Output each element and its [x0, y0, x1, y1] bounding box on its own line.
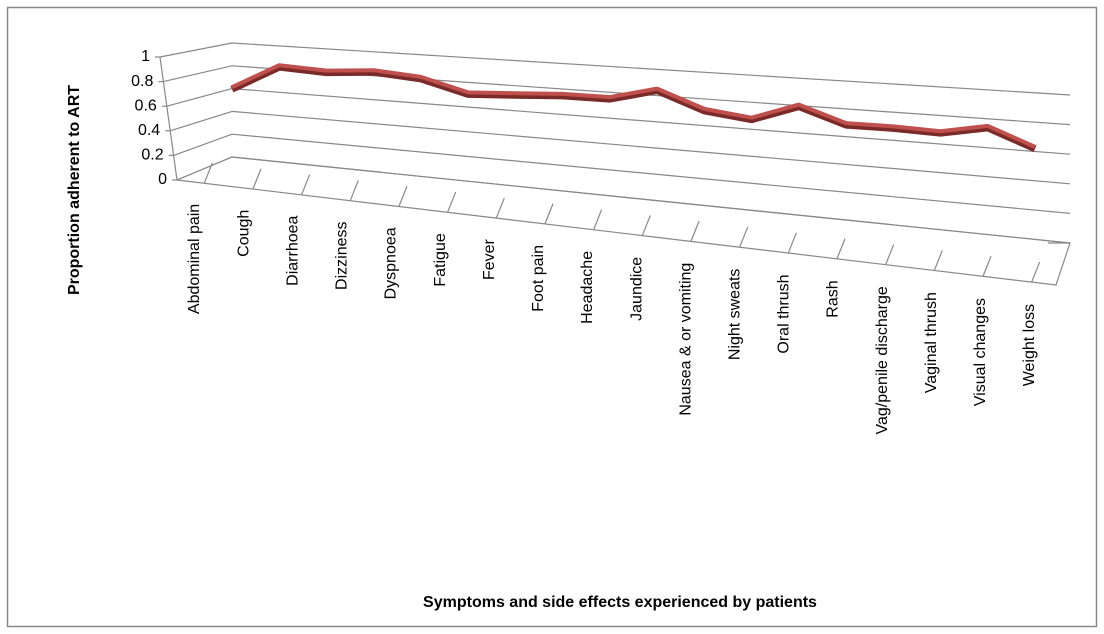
line-series [231, 63, 1036, 149]
grid-line [173, 133, 233, 156]
x-tick-label: Foot pain [530, 245, 547, 312]
grid-line [231, 133, 1071, 214]
x-tick-label: Vag/penile discharge [874, 286, 891, 434]
grid-line [176, 156, 233, 181]
depth-tick [398, 186, 408, 207]
y-tick-label: 1 [141, 48, 150, 65]
depth-tick [982, 256, 992, 277]
grid-line [159, 42, 233, 58]
y-tick-label: 0.6 [135, 97, 157, 114]
x-tick-label: Headache [579, 251, 596, 324]
y-axis-title: Proportion adherent to ART [66, 85, 83, 295]
grid-line [231, 42, 1071, 96]
x-axis-title: Symptoms and side effects experienced by… [423, 594, 817, 611]
x-tick-label: Visual changes [972, 298, 989, 406]
y-tick-label: 0.4 [138, 122, 160, 139]
x-tick-label: Dizziness [334, 221, 351, 289]
depth-tick [787, 232, 797, 254]
x-tick-label: Fatigue [432, 233, 449, 286]
x-tick-label: Weight loss [1021, 304, 1038, 386]
x-tick-label: Jaundice [628, 257, 645, 321]
grid-line [163, 65, 233, 83]
depth-tick [690, 221, 700, 242]
chart-border [6, 6, 1098, 628]
y-tick-label: 0.8 [131, 73, 153, 90]
y-tick-label: 0.2 [141, 147, 163, 164]
grid-line [231, 110, 1071, 185]
y-tick-label: 0 [158, 171, 167, 188]
grid-line [170, 110, 233, 132]
depth-tick [593, 209, 603, 230]
depth-tick [836, 238, 846, 259]
depth-tick [252, 168, 262, 189]
x-tick-label: Rash [825, 280, 842, 317]
x-tick-label: Cough [235, 210, 252, 257]
depth-tick [301, 174, 311, 195]
depth-tick [641, 215, 651, 236]
depth-tick [1031, 261, 1041, 283]
x-tick-label: Night sweats [727, 269, 744, 361]
y-axis [159, 56, 178, 181]
x-tick-label: Nausea & or vomiting [677, 263, 694, 416]
x-tick-label: Diarrhoea [284, 215, 301, 285]
x-tick-label: Dyspnoea [383, 227, 400, 299]
depth-tick [933, 250, 943, 271]
x-tick-label: Fever [481, 238, 498, 280]
grid-line [231, 88, 1071, 155]
depth-tick [885, 244, 895, 265]
depth-tick [447, 191, 457, 213]
grid-line [166, 88, 233, 107]
depth-tick [544, 203, 554, 224]
x-tick-label: Vaginal thrush [923, 292, 940, 393]
x-tick-label: Oral thrush [776, 274, 793, 353]
depth-tick [349, 180, 359, 201]
grid-line [231, 156, 1071, 244]
depth-tick [495, 197, 505, 219]
depth-tick [203, 162, 213, 184]
x-tick-label: Abdominal pain [186, 204, 203, 314]
depth-tick [739, 226, 749, 248]
